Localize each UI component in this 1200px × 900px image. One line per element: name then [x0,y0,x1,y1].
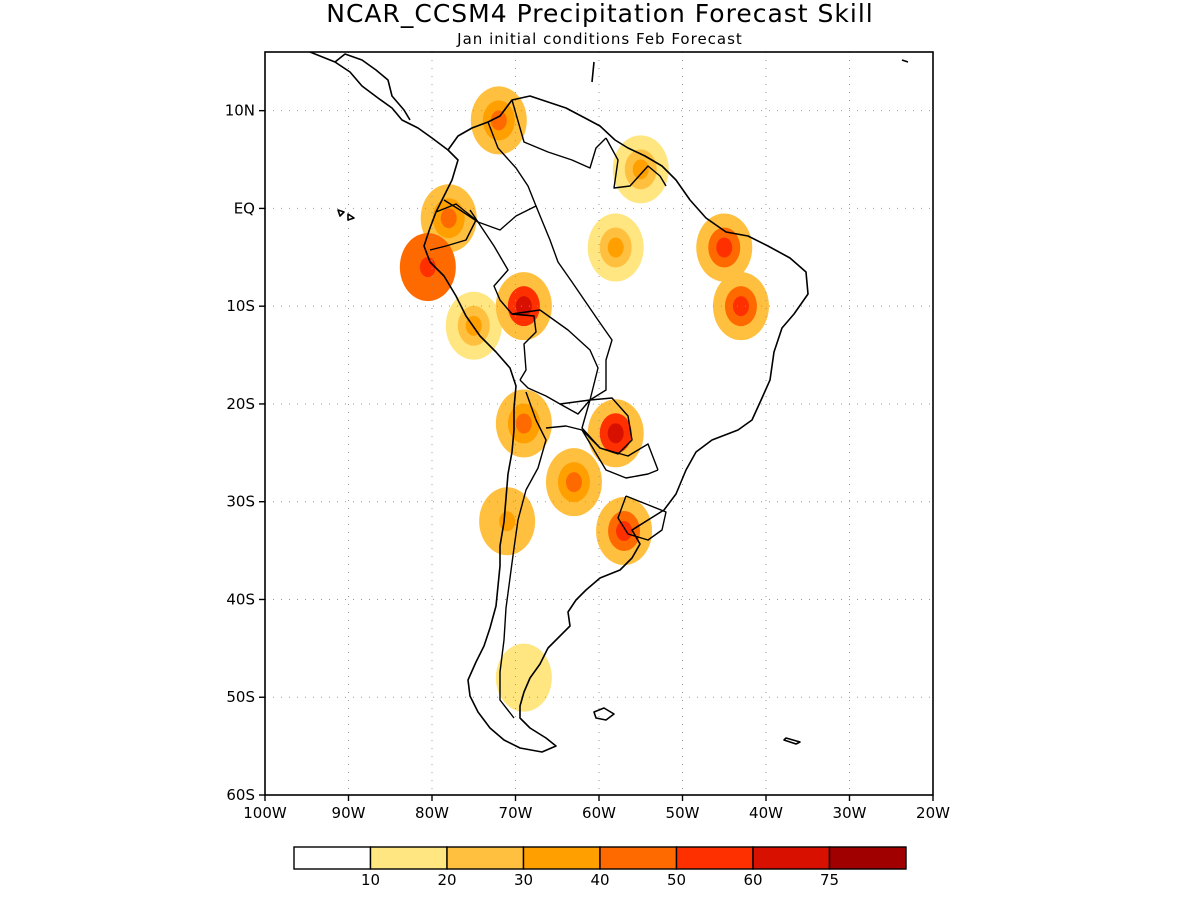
coastlines-and-borders [309,52,909,753]
skill-region-central-chile [479,487,536,556]
lat-tick-label: 10N [225,102,255,120]
lon-tick-label: 20W [916,804,950,822]
longitude-axis: 100W 90W 80W 70W 60W 50W 40W 30W 20W [243,795,950,822]
skill-contour-core [607,423,624,444]
skill-contour-core [490,110,507,131]
lat-tick-label: 20S [226,395,255,413]
colorbar-swatch [293,846,372,870]
lat-tick-label: 50S [226,688,255,706]
lon-tick-label: 30W [833,804,867,822]
skill-region-central-amazon [587,213,644,282]
skill-region-paraguay [587,399,644,468]
skill-region-chile-atacama [495,389,552,458]
ecuador-border [429,203,477,251]
skill-contour-core [616,521,633,542]
lon-tick-label: 80W [415,804,449,822]
lat-tick-label: 30S [226,493,255,511]
colorbar-swatch [599,846,678,870]
lon-tick-label: 100W [243,804,287,822]
skill-contour-core [440,208,457,229]
colorbar-label: 20 [437,871,456,889]
skill-region-peru-north-coast [399,233,456,302]
caribbean-islands [591,59,909,83]
south-georgia-island [783,737,801,745]
paraguay-border [559,397,633,455]
lon-tick-label: 40W [749,804,783,822]
lat-tick-label: EQ [234,199,255,217]
skill-contour-core [515,413,532,434]
colombia-border [443,121,537,231]
map-title: NCAR_CCSM4 Precipitation Forecast Skill [326,0,873,28]
skill-region-bahia [712,272,769,341]
lon-tick-label: 60W [582,804,616,822]
skill-contour-core [499,511,516,532]
skill-region-northern-argentina [545,448,602,517]
south-america-coastline [309,52,809,753]
colorbar-swatch [446,846,525,870]
colorbar-label: 10 [361,871,380,889]
colorbar-swatch [369,846,448,870]
falkland-islands [593,707,615,721]
skill-region-northeast-brazil [696,213,753,282]
colorbar-label: 60 [743,871,762,889]
colorbar-label: 75 [820,871,839,889]
map-subtitle: Jan initial conditions Feb Forecast [456,30,743,48]
skill-shading-layer [399,86,769,712]
skill-contour-core [732,296,749,317]
skill-contour-core [565,472,582,493]
argentina-north-border [545,425,659,479]
central-america-coastline [334,53,411,121]
colorbar-swatch [675,846,754,870]
lat-tick-label: 40S [226,590,255,608]
colorbar-swatch [828,846,907,870]
lon-tick-label: 70W [499,804,533,822]
lon-tick-label: 90W [332,804,366,822]
uruguay-border [617,495,667,541]
colorbar-legend: 10 20 30 40 50 60 75 [293,846,907,889]
skill-contour-core [419,257,436,278]
skill-contour-outer [495,643,552,712]
venezuela-border [511,99,607,169]
colorbar-label: 50 [667,871,686,889]
skill-region-patagonia [495,643,552,712]
argentina-chile-border [499,391,547,719]
skill-contour-core [716,237,733,258]
brazil-west-border [535,205,659,471]
lat-tick-label: 60S [226,786,255,804]
skill-contour-core [607,237,624,258]
skill-region-peru-bolivia-border [495,272,552,341]
lat-tick-label: 10S [226,297,255,315]
galapagos-islands [337,209,355,221]
guianas-border [605,137,667,189]
skill-contour-core [632,159,649,180]
lon-tick-label: 50W [666,804,700,822]
colorbar-label: 30 [514,871,533,889]
bolivia-border [511,309,599,405]
colorbar-label: 40 [590,871,609,889]
colorbar-swatch [522,846,601,870]
skill-region-guyana [612,135,669,204]
latitude-axis: 10N EQ 10S 20S 30S 40S 50S 60S [225,102,265,804]
colorbar-swatch [752,846,831,870]
skill-region-uruguay [596,497,653,566]
map-area [265,52,933,795]
